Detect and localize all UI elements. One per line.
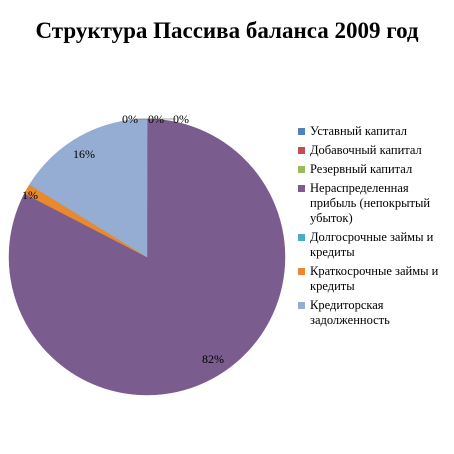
data-label-0: 0% [122,112,138,126]
legend-label: Нераспределенная прибыль (непокрытый убы… [310,181,431,225]
legend-item-5: Краткосрочные займы и кредиты [298,264,448,294]
legend-swatch [298,268,305,275]
chart-legend: Уставный капитал Добавочный капитал Резерв… [298,124,448,332]
pie-slices [8,118,286,396]
legend-item-3: Нераспределенная прибыль (непокрытый убы… [298,181,448,226]
legend-swatch [298,166,305,173]
legend-label: Краткосрочные займы и кредиты [310,264,439,293]
legend-label: Добавочный капитал [310,143,422,157]
legend-label: Долгосрочные займы и кредиты [310,230,434,259]
legend-item-2: Резервный капитал [298,162,448,177]
legend-item-0: Уставный капитал [298,124,448,139]
legend-swatch [298,185,305,192]
legend-label: Кредиторская задолженность [310,298,390,327]
legend-swatch [298,128,305,135]
legend-label: Уставный капитал [310,124,408,138]
legend-swatch [298,147,305,154]
chart-title: Структура Пассива баланса 2009 год [35,18,419,43]
data-label-2: 0% [173,112,189,126]
pie-slice-6 [29,118,148,258]
data-label-3: 82% [202,352,224,366]
legend-item-1: Добавочный капитал [298,143,448,158]
legend-swatch [298,302,305,309]
legend-swatch [298,234,305,241]
pie-slice-3 [8,118,286,396]
pie-data-labels: 0% 0% 0%82%1%16% [22,112,224,366]
legend-item-4: Долгосрочные займы и кредиты [298,230,448,260]
data-label-5: 1% [22,188,38,202]
legend-item-6: Кредиторская задолженность [298,298,448,328]
legend-label: Резервный капитал [310,162,413,176]
data-label-6: 16% [73,147,95,161]
